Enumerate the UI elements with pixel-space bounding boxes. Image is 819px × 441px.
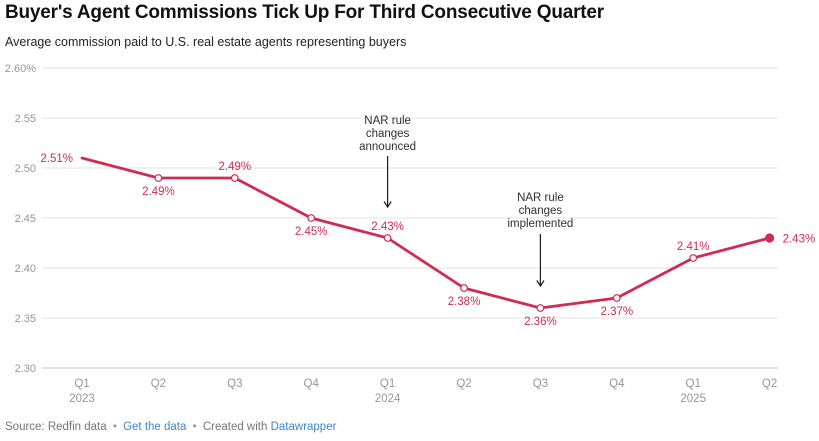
y-tick-label: 2.50 xyxy=(15,163,36,175)
x-tick-label: Q1 xyxy=(380,378,395,390)
y-tick-label: 2.55 xyxy=(15,113,36,125)
data-point-label: 2.49% xyxy=(142,186,175,198)
data-point xyxy=(383,234,392,242)
data-point-label: 2.43% xyxy=(783,234,816,246)
y-tick-label: 2.30 xyxy=(15,363,36,375)
data-point-label: 2.45% xyxy=(295,226,328,238)
y-tick-label: 2.35 xyxy=(15,313,36,325)
y-tick-label: 2.40 xyxy=(15,263,36,275)
datawrapper-link[interactable]: Datawrapper xyxy=(270,421,337,433)
x-tick-label: Q3 xyxy=(227,378,242,390)
created-with-text: Created with xyxy=(202,421,268,433)
y-tick-label: 2.45 xyxy=(15,213,36,225)
footer-separator: • xyxy=(192,421,197,433)
x-tick-label: Q2 xyxy=(151,378,166,390)
data-point xyxy=(154,174,163,182)
source-text: Source: Redfin data xyxy=(5,421,107,433)
chart-subtitle: Average commission paid to U.S. real est… xyxy=(5,35,407,49)
x-tick-label: Q1 xyxy=(686,378,701,390)
data-point xyxy=(765,233,775,243)
chart-footer: Source: Redfin data • Get the data • Cre… xyxy=(5,421,336,433)
data-point-label: 2.49% xyxy=(218,161,251,173)
x-tick-label: 2025 xyxy=(680,393,706,405)
annotation-text: implemented xyxy=(507,218,573,230)
y-tick-label: 2.60% xyxy=(5,63,36,75)
data-point xyxy=(536,304,545,312)
annotation-arrowhead xyxy=(383,201,392,209)
x-tick-label: Q4 xyxy=(304,378,320,390)
annotation-text: changes xyxy=(366,128,410,140)
annotation-text: NAR rule xyxy=(364,115,411,127)
get-the-data-link[interactable]: Get the data xyxy=(123,421,187,433)
data-point xyxy=(230,174,239,182)
data-point-label: 2.38% xyxy=(448,296,481,308)
x-tick-label: 2024 xyxy=(375,393,401,405)
annotation-text: changes xyxy=(519,205,563,217)
annotation-text: NAR rule xyxy=(517,192,564,204)
chart-title: Buyer's Agent Commissions Tick Up For Th… xyxy=(5,2,604,23)
x-tick-label: 2023 xyxy=(69,393,95,405)
data-point-label: 2.43% xyxy=(371,221,404,233)
series-line xyxy=(80,156,771,310)
x-tick-label: Q3 xyxy=(533,378,548,390)
data-point xyxy=(307,214,316,222)
x-tick-label: Q2 xyxy=(456,378,471,390)
data-point xyxy=(689,254,698,262)
x-tick-label: Q1 xyxy=(74,378,89,390)
data-point-label: 2.51% xyxy=(40,153,73,165)
data-point-label: 2.36% xyxy=(524,316,557,328)
data-point-label: 2.37% xyxy=(600,306,633,318)
data-point-label: 2.41% xyxy=(677,241,710,253)
annotation-text: announced xyxy=(359,141,416,153)
annotation-arrowhead xyxy=(536,280,545,288)
x-tick-label: Q2 xyxy=(762,378,777,390)
footer-separator: • xyxy=(112,421,117,433)
data-point xyxy=(612,294,621,302)
data-point xyxy=(460,284,468,292)
x-tick-label: Q4 xyxy=(609,378,625,390)
